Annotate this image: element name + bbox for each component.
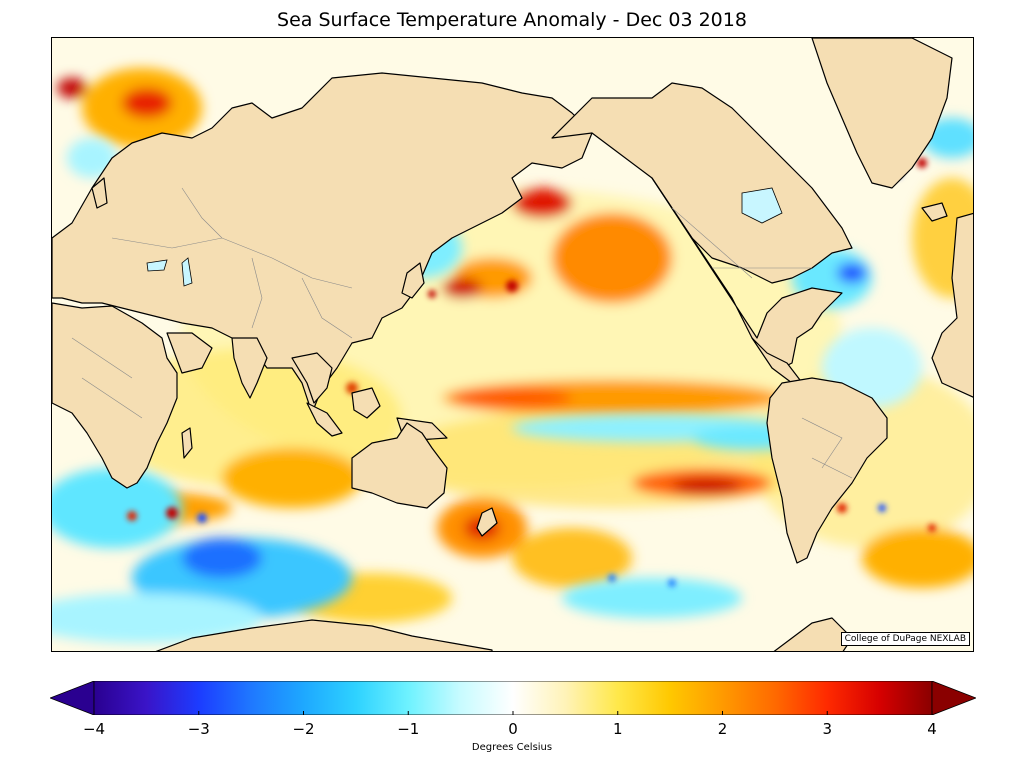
land-north-america-south (651, 177, 843, 369)
sst-anomaly-map: College of DuPage NEXLAB (51, 37, 974, 652)
land-uk (91, 177, 108, 209)
land-antarctica (155, 619, 493, 651)
colorbar-tick-label: −1 (397, 720, 420, 738)
land-eurasia (52, 72, 593, 414)
colorbar-tick-label: −4 (82, 720, 106, 738)
land-madagascar (181, 427, 193, 459)
land-masses (52, 38, 973, 651)
land-australia (351, 422, 448, 509)
land-borneo (351, 387, 381, 419)
colorbar-tick-label: 2 (717, 720, 728, 738)
country-borders (71, 187, 853, 479)
land-se-asia (291, 352, 333, 404)
colorbar-tick-label: 0 (508, 720, 518, 738)
land-greenland (811, 38, 953, 189)
colorbar-tick-label: 4 (927, 720, 937, 738)
map-canvas (52, 38, 973, 651)
colorbar-tick-label: −2 (292, 720, 315, 738)
land-europe-east (931, 212, 973, 398)
black-sea (146, 259, 168, 272)
colorbar (50, 681, 976, 715)
land-antarctica-east (773, 617, 853, 651)
colorbar-extend-low (50, 681, 95, 715)
land-sumatra (306, 402, 343, 437)
land-india (231, 337, 268, 399)
colorbar-tick-label: 1 (612, 720, 623, 738)
land-south-america (766, 377, 888, 564)
land-japan (401, 262, 425, 299)
colorbar-extend-high (931, 681, 976, 715)
inland-waters (146, 187, 783, 287)
caspian-sea (181, 257, 193, 287)
credit-label: College of DuPage NEXLAB (840, 632, 970, 646)
land-new-zealand (476, 507, 498, 537)
hudson-bay (741, 187, 783, 224)
land-africa (52, 302, 178, 489)
colorbar-tick-label: 3 (822, 720, 833, 738)
colorbar-tick-marks (93, 711, 933, 715)
colorbar-tick-label: −3 (187, 720, 210, 738)
colorbar-body (93, 681, 933, 715)
land-arabia (166, 332, 213, 374)
colorbar-title: Degrees Celsius (471, 742, 553, 753)
land-iceland (921, 202, 948, 222)
page-title: Sea Surface Temperature Anomaly - Dec 03… (277, 9, 747, 31)
